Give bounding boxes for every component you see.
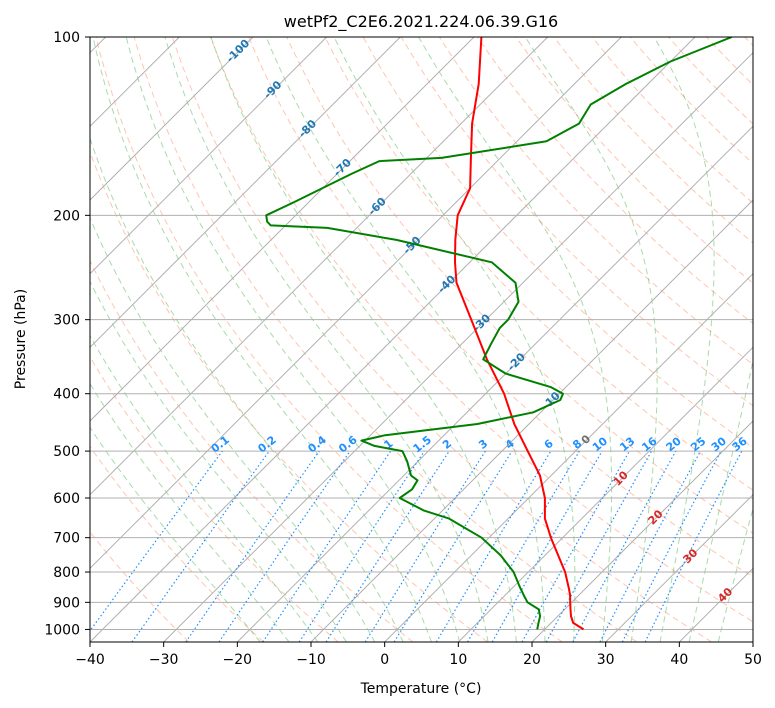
moist-adiabat-line — [653, 37, 715, 642]
moist-adiabat-line — [717, 506, 753, 642]
moist-adiabat-line — [210, 37, 517, 642]
plot-frame — [89, 36, 754, 643]
isotherm-line — [90, 37, 401, 349]
moist-adiabat-line — [90, 136, 404, 642]
dry-adiabat-line — [210, 37, 753, 623]
y-axis-title: Pressure (hPa) — [13, 289, 29, 389]
moist-adiabat-line — [524, 37, 658, 642]
temperature-profile-line — [454, 37, 585, 631]
mixing-ratio-line — [491, 450, 603, 642]
moist-adiabats — [90, 37, 753, 642]
y-tick-label: 400 — [53, 387, 80, 403]
y-tick-label: 200 — [53, 208, 80, 224]
mixing-ratio-line — [364, 450, 486, 642]
isotherm-line — [236, 125, 753, 642]
y-tick-label: 600 — [53, 491, 80, 507]
x-tick-label: −10 — [296, 652, 326, 668]
dry-adiabat-line — [133, 37, 638, 642]
dry-adiabat-line — [591, 37, 753, 204]
isotherm-line — [90, 37, 696, 642]
x-tick-label: −40 — [75, 652, 105, 668]
isotherm-line — [163, 51, 753, 642]
dry-adiabat-line — [90, 445, 264, 642]
x-tick-label: 50 — [744, 652, 762, 668]
moist-adiabat-line — [90, 216, 376, 642]
mixing-ratio-line — [325, 450, 450, 642]
moist-adiabat-line — [90, 334, 319, 642]
moist-adiabat-line — [265, 37, 546, 642]
isotherm-line — [90, 37, 328, 275]
y-tick-label: 700 — [53, 531, 80, 547]
mixing-ratio-line — [185, 450, 320, 642]
moist-adiabat-line — [688, 358, 753, 642]
dry-adiabat-line — [95, 37, 563, 642]
y-tick-label: 100 — [53, 30, 80, 46]
x-tick-label: 40 — [670, 652, 688, 668]
dry-adiabat-line — [90, 259, 414, 642]
x-axis-title: Temperature (°C) — [360, 681, 482, 697]
y-tick-label: 900 — [53, 595, 80, 611]
dry-adiabat-line — [629, 37, 753, 165]
plot-area: -100-90-80-70-60-50-40-30-20-10010203040… — [90, 37, 753, 642]
isotherm-line — [310, 199, 753, 642]
isotherm-line — [90, 37, 475, 422]
y-tick-label: 500 — [53, 444, 80, 460]
dry-adiabat-line — [248, 37, 753, 578]
y-tick-label: 800 — [53, 565, 80, 581]
dry-adiabat-line — [324, 37, 753, 491]
dry-adiabat-line — [400, 37, 753, 407]
x-tick-label: −20 — [223, 652, 253, 668]
isotherm-line — [457, 346, 753, 642]
mixing-ratio-line — [545, 450, 653, 642]
isotherm-line — [90, 37, 254, 201]
moist-adiabat-line — [125, 37, 461, 642]
x-tick-label: 0 — [380, 652, 389, 668]
mixing-ratio-line — [131, 450, 270, 642]
y-tick-label: 300 — [53, 313, 80, 329]
isotherm-line — [531, 420, 753, 642]
y-axis: 100 200 300 400 500 600 700 800 900 1000 — [44, 30, 90, 638]
moist-adiabat-line — [333, 37, 576, 642]
moist-adiabat-line — [418, 37, 613, 642]
x-tick-label: 30 — [597, 652, 615, 668]
moist-adiabat-line — [90, 426, 261, 642]
moist-adiabat-line — [90, 280, 347, 642]
isotherm-line — [605, 493, 753, 642]
moist-adiabat-line — [92, 37, 432, 642]
chart-title: wetPf2_C2E6.2021.224.06.39.G16 — [284, 12, 558, 32]
isotherm-line — [90, 37, 622, 570]
x-tick-label: −30 — [149, 652, 179, 668]
mixing-ratio-line — [218, 450, 351, 642]
sounding-profiles — [265, 37, 733, 631]
isotherm-line — [90, 37, 549, 496]
moist-adiabat-line — [90, 382, 290, 642]
y-tick-label: 1000 — [44, 622, 80, 638]
mixing-ratio-line — [90, 450, 223, 632]
dry-adiabat-line — [171, 37, 712, 642]
x-tick-label: 20 — [523, 652, 541, 668]
dewpoint-profile-line — [265, 37, 733, 630]
mixing-ratio-line — [393, 450, 513, 642]
dry-adiabat-line — [515, 37, 753, 284]
mixing-ratio-line — [466, 450, 580, 642]
mixing-ratio-line — [435, 450, 552, 642]
isotherms — [90, 37, 753, 642]
mixing-ratio-line — [572, 450, 677, 642]
x-axis: −40 −30 −20 −10 0 10 20 30 40 50 — [75, 642, 762, 668]
x-tick-label: 10 — [449, 652, 467, 668]
moist-adiabat-line — [164, 37, 489, 642]
